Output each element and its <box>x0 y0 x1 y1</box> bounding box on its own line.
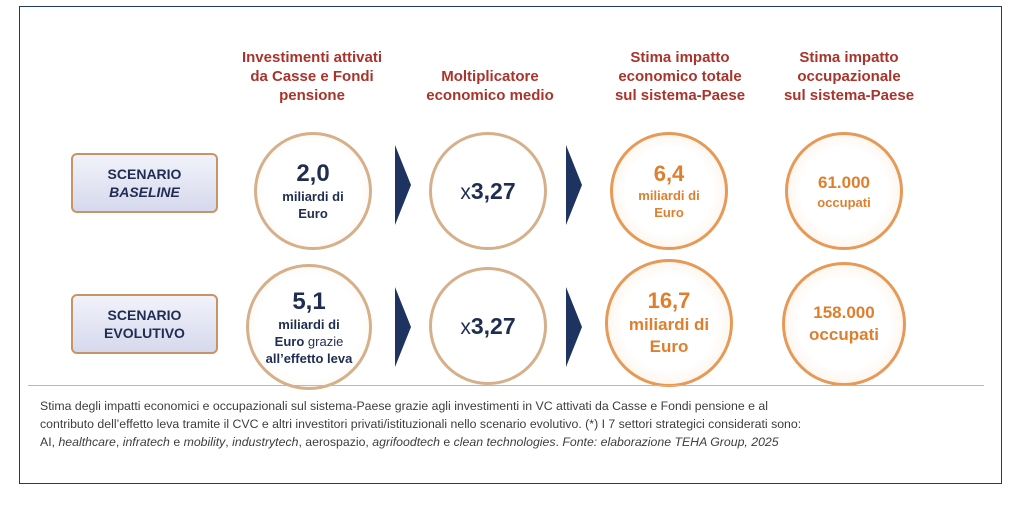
baseline-occupati-value: 61.000 <box>818 172 870 192</box>
baseline-impatto-value: 6,4 <box>653 161 685 186</box>
baseline-multiplier-circle: x3,27 <box>429 132 547 250</box>
baseline-impatto-economico-circle: 6,4 miliardi di Euro <box>610 132 728 250</box>
evolutivo-multiplier-circle: x3,27 <box>429 267 547 385</box>
divider-line <box>28 385 984 386</box>
scenario-evolutivo-label: SCENARIO EVOLUTIVO <box>71 294 218 354</box>
column-heading-impatto-occupazionale: Stima impatto occupazionale sul sistema-… <box>783 49 915 104</box>
evolutivo-occupati-circle: 158.000 occupati <box>782 262 906 386</box>
evolutivo-investimento-value: 5,1 <box>292 287 326 315</box>
arrow-chevron-icon <box>566 145 582 225</box>
arrow-chevron-icon <box>395 145 411 225</box>
arrow-chevron-icon <box>566 287 582 367</box>
evolutivo-investimento-circle: 5,1 miliardi di Euro grazie all’effetto … <box>246 264 372 390</box>
evolutivo-occupati-value: 158.000 <box>813 303 875 322</box>
column-heading-moltiplicatore: Moltiplicatore economico medio <box>426 68 554 104</box>
column-heading-impatto-economico: Stima impatto economico totale sul siste… <box>614 49 746 104</box>
caption-line-3: AI, healthcare, infratech e mobility, in… <box>40 435 779 449</box>
caption: Stima degli impatti economici e occupazi… <box>40 397 985 451</box>
evolutivo-impatto-value: 16,7 <box>647 288 691 313</box>
evolutivo-impatto-economico-circle: 16,7 miliardi di Euro <box>605 259 733 387</box>
column-heading-investimenti: Investimenti attivati da Casse e Fondi p… <box>241 49 383 104</box>
baseline-occupati-circle: 61.000 occupati <box>785 132 903 250</box>
baseline-investimento-circle: 2,0 miliardi di Euro <box>254 132 372 250</box>
arrow-chevron-icon <box>395 287 411 367</box>
evolutivo-multiplier-value: 3,27 <box>470 312 516 339</box>
baseline-multiplier-value: 3,27 <box>470 177 516 204</box>
scenario-baseline-label: SCENARIO BASELINE <box>71 153 218 213</box>
baseline-investimento-value: 2,0 <box>296 160 330 187</box>
